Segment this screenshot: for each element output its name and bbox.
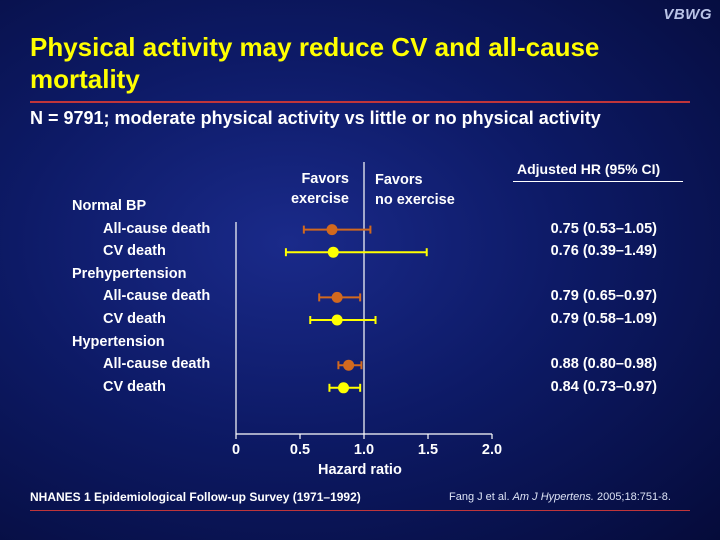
outcome-label: All-cause death [103, 356, 211, 373]
x-tick-label: 1.5 [418, 442, 438, 458]
hr-point [326, 224, 338, 236]
favors-exercise-label: Favors exercise [291, 169, 349, 209]
x-tick-label: 1.0 [354, 442, 374, 458]
hr-header-underline [513, 181, 683, 182]
outcome-label: All-cause death [103, 220, 211, 237]
group-label: Hypertension [72, 333, 165, 350]
hr-value: 0.76 (0.39–1.49) [550, 243, 657, 260]
footer-citation: Fang J et al. Am J Hypertens. 2005;18:75… [449, 491, 671, 503]
hr-value: 0.79 (0.65–0.97) [550, 288, 657, 305]
hr-point [331, 314, 343, 326]
citation-authors: Fang J et al. [449, 491, 513, 503]
slide-title: Physical activity may reduce CV and all-… [30, 32, 600, 94]
x-tick-label: 0 [232, 442, 240, 458]
outcome-label: CV death [103, 378, 166, 395]
footer-source: NHANES 1 Epidemiological Follow-up Surve… [30, 490, 361, 504]
citation-journal: Am J Hypertens. [512, 491, 594, 503]
x-axis-label: Hazard ratio [318, 462, 402, 478]
title-divider [30, 101, 690, 103]
slide-subtitle: N = 9791; moderate physical activity vs … [30, 108, 601, 128]
hr-value: 0.75 (0.53–1.05) [550, 220, 657, 237]
group-label: Prehypertension [72, 265, 187, 282]
favors-exercise-line-1: Favors [301, 171, 349, 187]
outcome-label: All-cause death [103, 288, 211, 305]
footer-divider [30, 510, 690, 511]
hr-column-header: Adjusted HR (95% CI) [517, 161, 661, 177]
hr-point [338, 382, 350, 394]
citation-details: 2005;18:751-8. [593, 491, 671, 503]
hr-point [343, 359, 355, 371]
outcome-label: CV death [103, 243, 166, 260]
group-label: Normal BP [72, 198, 147, 214]
x-tick-label: 0.5 [290, 442, 310, 458]
favors-no-exercise-label: Favors no exercise [375, 170, 455, 210]
brand-logo: VBWG [663, 6, 712, 23]
favors-no-exercise-line-1: Favors [375, 172, 423, 188]
hr-value: 0.88 (0.80–0.98) [550, 356, 657, 373]
favors-no-exercise-line-2: no exercise [375, 192, 455, 208]
hr-value: 0.84 (0.73–0.97) [550, 378, 657, 395]
hr-point [331, 291, 343, 303]
hr-point [327, 246, 339, 258]
x-tick-label: 2.0 [482, 442, 502, 458]
favors-exercise-line-2: exercise [290, 191, 349, 207]
hr-value: 0.79 (0.58–1.09) [550, 311, 657, 327]
outcome-label: CV death [103, 311, 166, 327]
